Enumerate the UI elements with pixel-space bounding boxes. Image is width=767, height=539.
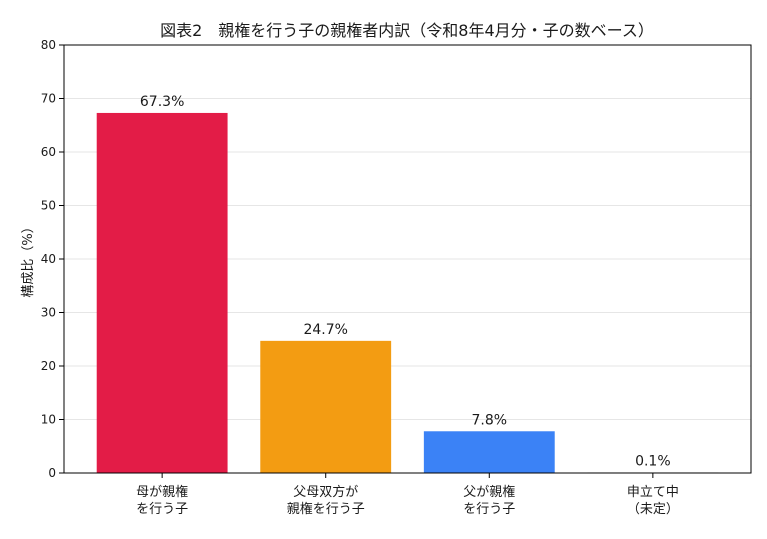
data-label: 67.3% [140, 94, 184, 110]
y-tick-label: 40 [41, 252, 56, 266]
bar-0 [96, 112, 228, 473]
y-tick-label: 10 [41, 413, 56, 427]
data-label: 24.7% [303, 322, 347, 338]
x-tick-label: 母が親権 [136, 484, 188, 500]
data-label: 7.8% [471, 412, 507, 428]
y-tick-label: 50 [41, 199, 56, 213]
bar-1 [260, 340, 392, 473]
bar-2 [423, 431, 555, 473]
x-tick-label: 父母双方が [293, 484, 358, 500]
y-tick-label: 0 [48, 466, 56, 480]
y-axis-label: 構成比（%） [21, 220, 36, 297]
y-tick-label: 20 [41, 359, 56, 373]
x-tick-label: を行う子 [463, 502, 515, 517]
y-tick-label: 70 [41, 92, 56, 106]
y-tick-label: 30 [41, 306, 56, 320]
x-tick-label: 申立て中 [627, 485, 679, 500]
chart-title: 図表2 親権を行う子の親権者内訳（令和8年4月分・子の数ベース） [160, 21, 654, 40]
bars [96, 112, 719, 473]
x-tick-label: を行う子 [136, 502, 188, 517]
y-tick-label: 80 [41, 38, 56, 52]
data-label: 0.1% [635, 453, 671, 469]
x-tick-label: 父が親権 [463, 484, 515, 500]
data-labels: 67.3% 24.7% 7.8% 0.1% [140, 94, 671, 470]
x-tick-label: （未定） [627, 502, 679, 517]
x-tick-label: 親権を行う子 [287, 501, 365, 517]
y-tick-label: 60 [41, 145, 56, 159]
